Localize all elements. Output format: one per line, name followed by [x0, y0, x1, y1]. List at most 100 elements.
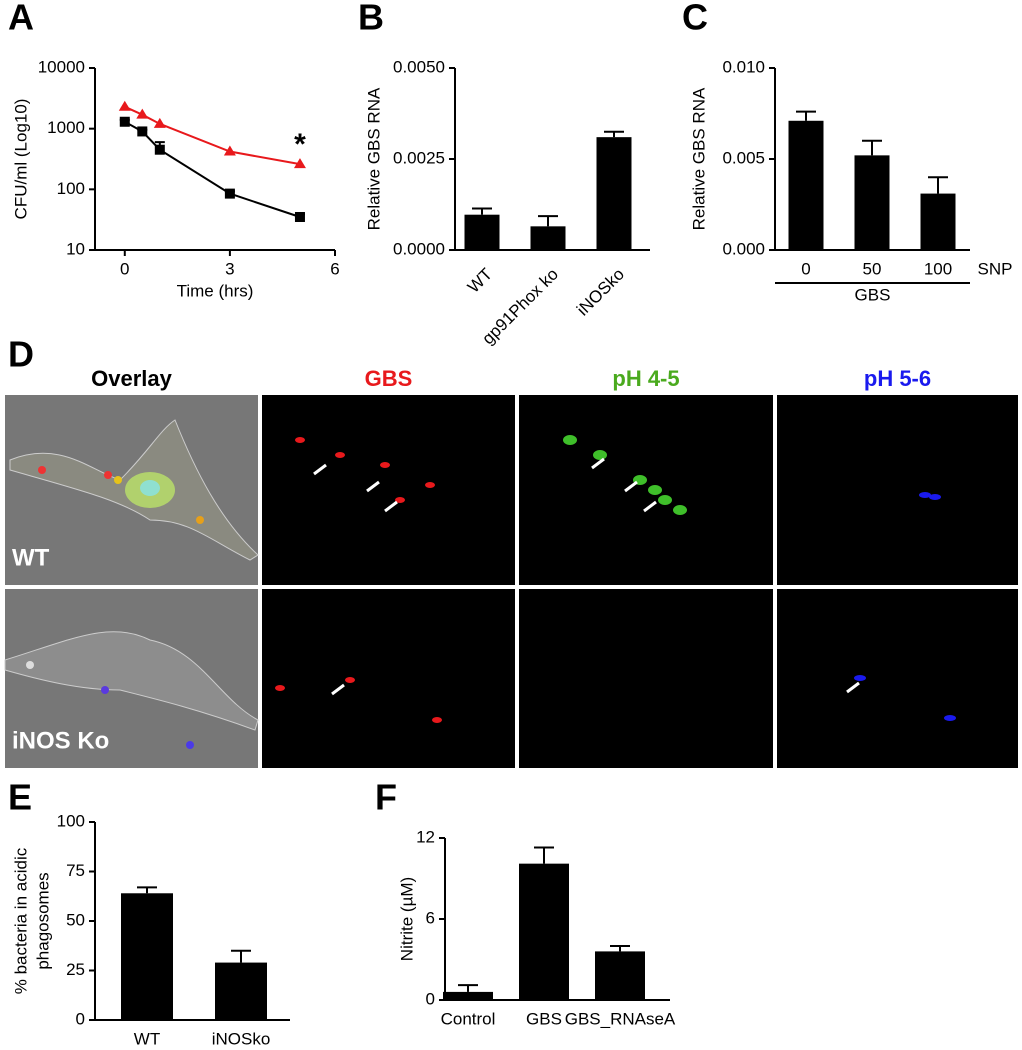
spot [648, 485, 662, 495]
x-tick-label: 3 [225, 259, 234, 278]
y-axis-label: phagosomes [33, 872, 52, 969]
x-tick-label: 0 [801, 259, 810, 278]
panel-letter: C [682, 0, 708, 38]
column-title: pH 4-5 [612, 366, 679, 391]
y-tick-label: 10 [66, 239, 85, 258]
error-bar [796, 110, 816, 121]
panel-letter: B [358, 0, 384, 38]
spot [345, 677, 355, 683]
spot [432, 717, 442, 723]
panel-letter: E [8, 777, 32, 818]
error-bar [137, 886, 157, 894]
arrow [591, 457, 605, 470]
bar [920, 193, 956, 250]
y-tick-label: 0 [76, 1009, 85, 1028]
error-bar [538, 215, 558, 227]
x-tick-label: WT [134, 1029, 160, 1048]
arrow [366, 480, 380, 493]
bar [854, 155, 890, 250]
error-bar [472, 207, 492, 215]
spot [38, 466, 46, 474]
error-bar [604, 130, 624, 138]
spot [101, 686, 109, 694]
bar [788, 120, 824, 250]
spot [335, 452, 345, 458]
y-tick-label: 10000 [38, 57, 85, 76]
error-bar [231, 949, 251, 963]
y-axis-label: Relative GBS RNA [364, 87, 383, 230]
annotation: * [294, 128, 306, 161]
spot [673, 505, 687, 515]
marker [153, 117, 166, 128]
arrow [384, 500, 398, 513]
y-axis-label: CFU/ml (Log10) [11, 99, 30, 220]
error-bar [928, 176, 948, 194]
marker [224, 188, 235, 199]
y-tick-label: 25 [66, 960, 85, 979]
marker [136, 108, 149, 119]
bar [530, 226, 566, 250]
marker [294, 211, 305, 222]
y-tick-label: 0.000 [722, 239, 765, 258]
channel-image [519, 395, 773, 585]
panel-letter: A [8, 0, 34, 38]
y-tick-label: 6 [426, 908, 435, 927]
channel-image [777, 589, 1018, 768]
x-tick-label: Control [441, 1009, 496, 1028]
spot [186, 741, 194, 749]
arrow [313, 463, 327, 476]
spot [26, 661, 34, 669]
y-tick-label: 100 [57, 811, 85, 830]
column-title: Overlay [91, 366, 172, 391]
bar [519, 863, 569, 1000]
spot [395, 497, 405, 503]
spot [593, 450, 607, 460]
y-tick-label: 1000 [47, 118, 85, 137]
bar [595, 951, 645, 1000]
bar [596, 137, 632, 250]
row-label: WT [12, 544, 50, 571]
channel-image [262, 395, 515, 585]
arrow [624, 480, 638, 493]
y-tick-label: 0.005 [722, 148, 765, 167]
x-tick-label: GBS_RNAseA [565, 1009, 676, 1028]
x-tick-label: 50 [863, 259, 882, 278]
column-title: GBS [365, 366, 413, 391]
x-tick-label: iNOSko [212, 1029, 271, 1048]
x-tick-label: iNOSko [573, 265, 628, 320]
marker [293, 158, 306, 169]
y-tick-label: 0.0000 [393, 239, 445, 258]
x-axis-label: Time (hrs) [177, 281, 254, 300]
error-bar [862, 139, 882, 156]
panel-letter: F [375, 777, 397, 818]
spot [275, 685, 285, 691]
spot [425, 482, 435, 488]
x-tick-label: 6 [330, 259, 339, 278]
marker [118, 100, 131, 111]
spot [929, 494, 941, 500]
spot [563, 435, 577, 445]
column-title: pH 5-6 [864, 366, 931, 391]
error-bar [458, 984, 478, 992]
marker [119, 116, 130, 127]
y-tick-label: 0.010 [722, 57, 765, 76]
marker [137, 126, 148, 137]
panel-letter: D [8, 334, 34, 375]
x-tick-label: WT [464, 265, 496, 297]
x-tick-label: 100 [924, 259, 952, 278]
arrow [846, 681, 860, 694]
error-bar [610, 945, 630, 952]
y-tick-label: 12 [416, 827, 435, 846]
channel-image [777, 395, 1018, 585]
x-tick-label: GBS [526, 1009, 562, 1028]
bar [215, 962, 267, 1020]
cell-body [140, 480, 160, 496]
y-tick-label: 75 [66, 861, 85, 880]
spot [854, 675, 866, 681]
spot [196, 516, 204, 524]
spot [114, 476, 122, 484]
spot [919, 492, 931, 498]
y-tick-label: 100 [57, 179, 85, 198]
y-axis-label: Relative GBS RNA [689, 87, 708, 230]
